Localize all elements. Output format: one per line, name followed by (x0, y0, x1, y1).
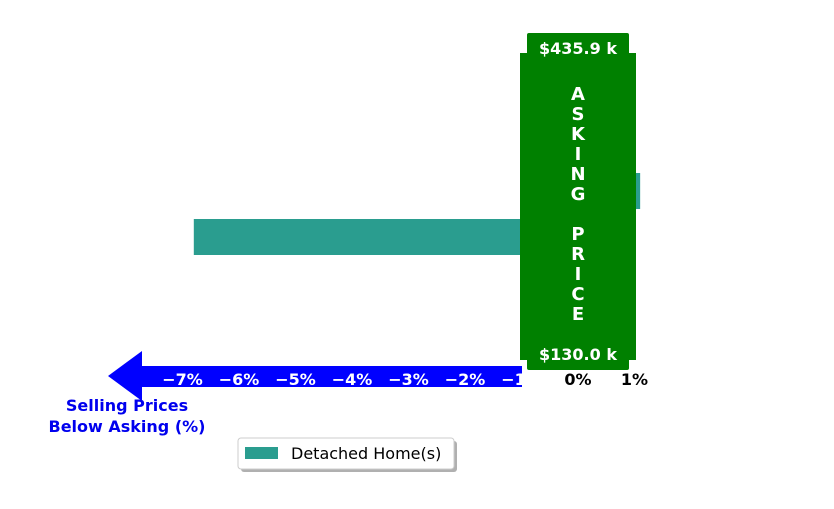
asking-price-letter: S (572, 104, 585, 125)
x-tick-label: −1% (501, 370, 542, 389)
x-tick-label: −7% (162, 370, 203, 389)
asking-price-letter: E (572, 304, 584, 325)
axis-note-line-2: Below Asking (%) (49, 417, 206, 436)
asking-price-letter: P (571, 224, 584, 245)
asking-price-letter: A (571, 84, 585, 105)
x-tick-label: 1% (621, 370, 648, 389)
asking-price-high-label: $435.9 k (539, 39, 617, 58)
asking-price-letter: R (571, 244, 585, 265)
x-tick-label: −6% (219, 370, 260, 389)
bar-1 (193, 219, 579, 255)
asking-price-low-label: $130.0 k (539, 345, 617, 364)
legend-swatch (245, 447, 278, 459)
x-tick-label: −3% (388, 370, 429, 389)
x-tick-label: −5% (275, 370, 316, 389)
x-tick-label: 0% (564, 370, 591, 389)
asking-price-letter: N (570, 164, 585, 185)
below-asking-arrow (108, 351, 522, 401)
asking-price-letter: K (571, 124, 586, 145)
asking-price-letter: G (571, 184, 586, 205)
legend-box (237, 437, 455, 470)
asking-price-low-box (527, 340, 629, 370)
asking-price-letter: I (575, 264, 582, 285)
x-axis-ticks: −7% −6% −5% −4% −3% −2% −1% 0% 1% (162, 370, 648, 389)
asking-price-bar (520, 53, 636, 360)
asking-price-letter: C (571, 284, 584, 305)
legend-label: Detached Home(s) (291, 444, 441, 463)
bars-group (193, 173, 641, 255)
asking-price-letter: I (575, 144, 582, 165)
legend: Detached Home(s) (237, 437, 457, 472)
x-tick-label: −4% (332, 370, 373, 389)
x-tick-label: −2% (445, 370, 486, 389)
axis-note-line-1: Selling Prices (66, 396, 188, 415)
